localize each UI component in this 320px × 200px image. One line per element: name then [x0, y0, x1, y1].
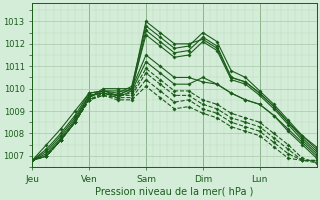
X-axis label: Pression niveau de la mer( hPa ): Pression niveau de la mer( hPa )	[95, 187, 253, 197]
